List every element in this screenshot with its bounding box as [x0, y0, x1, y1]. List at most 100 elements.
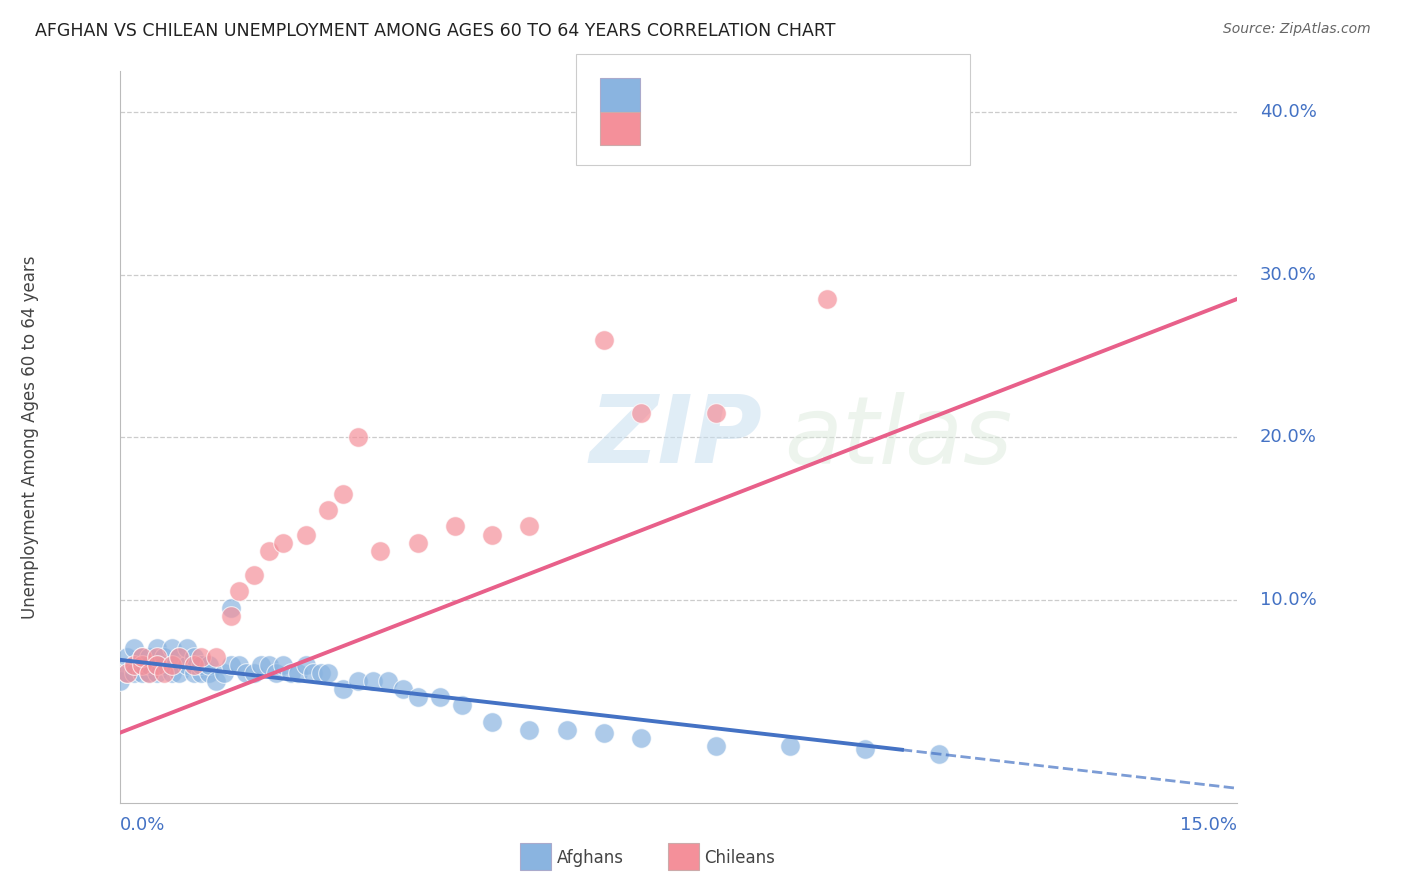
- Point: [131, 649, 153, 664]
- Point: [131, 665, 153, 680]
- Point: [190, 649, 212, 664]
- Point: [309, 665, 332, 680]
- Point: [138, 657, 160, 672]
- Point: [219, 600, 243, 615]
- Point: [138, 649, 160, 664]
- Point: [250, 657, 273, 672]
- Point: [332, 681, 354, 696]
- Point: [391, 681, 413, 696]
- Point: [124, 641, 146, 656]
- Point: [519, 519, 541, 533]
- Point: [316, 503, 339, 517]
- Point: [205, 649, 228, 664]
- Point: [853, 742, 876, 756]
- Point: [361, 673, 384, 688]
- Point: [242, 665, 264, 680]
- Point: [928, 747, 950, 761]
- Point: [153, 649, 176, 664]
- Point: [316, 665, 339, 680]
- Point: [146, 657, 169, 672]
- Text: Afghans: Afghans: [557, 849, 624, 867]
- Point: [257, 657, 280, 672]
- Text: atlas: atlas: [785, 392, 1012, 483]
- Point: [167, 649, 190, 664]
- Point: [183, 657, 205, 672]
- Point: [115, 665, 138, 680]
- Point: [451, 698, 474, 713]
- Point: [124, 665, 146, 680]
- Text: 32: 32: [830, 120, 855, 137]
- Point: [280, 665, 302, 680]
- Point: [273, 657, 295, 672]
- Point: [115, 649, 138, 664]
- Point: [368, 544, 391, 558]
- Point: [198, 657, 221, 672]
- Point: [429, 690, 451, 705]
- Point: [160, 665, 183, 680]
- Point: [519, 723, 541, 737]
- Point: [593, 726, 616, 740]
- Point: [108, 673, 131, 688]
- Point: [219, 608, 243, 623]
- Point: [212, 665, 235, 680]
- Point: [295, 657, 318, 672]
- Point: [146, 641, 169, 656]
- Point: [704, 739, 727, 753]
- Point: [593, 333, 616, 347]
- Point: [406, 535, 429, 549]
- Point: [183, 665, 205, 680]
- Point: [160, 641, 183, 656]
- Text: 20.0%: 20.0%: [1260, 428, 1316, 446]
- Point: [153, 657, 176, 672]
- Point: [146, 665, 169, 680]
- Point: [779, 739, 801, 753]
- Point: [198, 665, 221, 680]
- Point: [295, 527, 318, 541]
- Point: [146, 649, 169, 664]
- Text: R =: R =: [651, 86, 690, 103]
- Text: 40.0%: 40.0%: [1260, 103, 1316, 121]
- Point: [242, 568, 264, 582]
- Point: [167, 649, 190, 664]
- Point: [160, 657, 183, 672]
- Text: 15.0%: 15.0%: [1180, 816, 1237, 834]
- Text: N =: N =: [792, 120, 831, 137]
- Text: Source: ZipAtlas.com: Source: ZipAtlas.com: [1223, 22, 1371, 37]
- Point: [264, 665, 287, 680]
- Point: [257, 544, 280, 558]
- Point: [742, 137, 765, 152]
- Point: [347, 430, 370, 444]
- Point: [190, 665, 212, 680]
- Point: [190, 657, 212, 672]
- Text: Chileans: Chileans: [704, 849, 775, 867]
- Point: [131, 649, 153, 664]
- Point: [183, 649, 205, 664]
- Point: [228, 657, 250, 672]
- Point: [124, 657, 146, 672]
- Point: [302, 665, 325, 680]
- Text: AFGHAN VS CHILEAN UNEMPLOYMENT AMONG AGES 60 TO 64 YEARS CORRELATION CHART: AFGHAN VS CHILEAN UNEMPLOYMENT AMONG AGE…: [35, 22, 835, 40]
- Point: [176, 641, 198, 656]
- Point: [444, 519, 467, 533]
- Point: [146, 657, 169, 672]
- Point: [131, 657, 153, 672]
- Point: [377, 673, 399, 688]
- Point: [630, 406, 652, 420]
- Text: 0.0%: 0.0%: [120, 816, 165, 834]
- Point: [287, 665, 309, 680]
- Point: [115, 665, 138, 680]
- Point: [481, 527, 503, 541]
- Point: [176, 657, 198, 672]
- Point: [555, 723, 578, 737]
- Point: [347, 673, 370, 688]
- Point: [406, 690, 429, 705]
- Text: 0.441: 0.441: [689, 120, 752, 137]
- Point: [219, 657, 243, 672]
- Point: [131, 657, 153, 672]
- Point: [228, 584, 250, 599]
- Point: [273, 535, 295, 549]
- Point: [332, 487, 354, 501]
- Text: ZIP: ZIP: [589, 391, 762, 483]
- Point: [138, 665, 160, 680]
- Point: [138, 665, 160, 680]
